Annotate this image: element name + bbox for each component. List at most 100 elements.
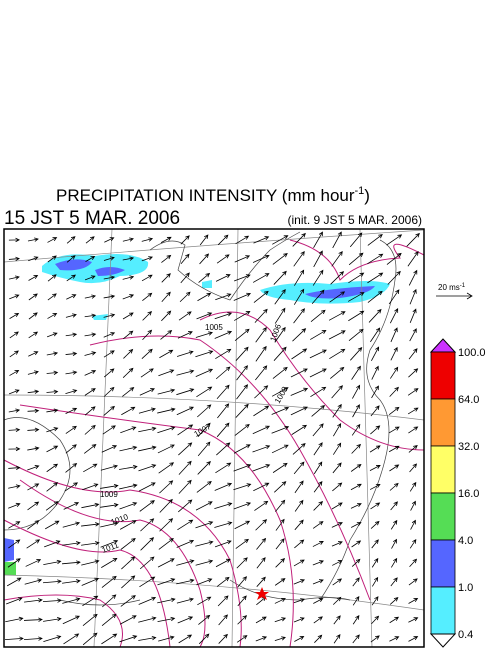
- wind-arrow: [313, 461, 323, 475]
- wind-arrow: [408, 269, 418, 286]
- wind-arrow: [178, 311, 192, 321]
- wind-arrow: [350, 483, 362, 491]
- isobar: [3, 519, 171, 648]
- wind-arrow: [197, 596, 212, 606]
- wind-arrow: [293, 598, 305, 604]
- wind-arrow: [157, 597, 176, 604]
- wind-arrow: [47, 255, 57, 263]
- coastline: [3, 231, 397, 606]
- wind-arrow: [233, 292, 252, 301]
- wind-arrow: [236, 365, 248, 381]
- wind-arrow: [195, 559, 214, 566]
- wind-arrow: [139, 388, 155, 396]
- isobar: [89, 335, 371, 601]
- wind-arrow: [215, 558, 231, 568]
- wind-arrow: [290, 368, 308, 378]
- wind-arrow: [27, 237, 39, 242]
- wind-reference-arrow: [436, 292, 473, 300]
- isobar-label: 1005: [205, 323, 223, 332]
- wind-arrow: [140, 537, 155, 551]
- wind-arrow: [103, 313, 116, 318]
- wind-arrow: [350, 463, 362, 472]
- wind-arrow: [391, 538, 397, 549]
- wind-arrow: [84, 351, 97, 356]
- wind-arrow: [290, 406, 308, 416]
- wind-arrow: [312, 579, 324, 585]
- wind-arrow: [252, 445, 271, 453]
- wind-arrow: [47, 274, 57, 282]
- wind-arrow: [347, 292, 365, 302]
- wind-arrow: [28, 275, 39, 281]
- wind-arrow: [65, 389, 78, 395]
- wind-reference-exponent: -1: [460, 283, 466, 289]
- wind-arrow: [43, 559, 62, 566]
- wind-arrow: [294, 499, 304, 512]
- wind-arrow: [309, 368, 327, 378]
- wind-arrow: [348, 310, 365, 322]
- wind-arrow: [312, 269, 324, 286]
- wind-arrow: [180, 253, 190, 264]
- wind-arrow: [332, 578, 343, 586]
- wind-arrow: [159, 518, 174, 532]
- isobar-label: 1009: [100, 490, 118, 499]
- wind-arrow: [104, 237, 115, 243]
- wind-arrow: [139, 500, 155, 512]
- colorbar-label: 4.0: [458, 535, 473, 547]
- wind-arrow: [9, 370, 20, 376]
- wind-arrow: [81, 541, 100, 546]
- wind-arrow: [348, 252, 364, 266]
- wind-arrow: [311, 404, 326, 417]
- wind-arrow: [81, 522, 100, 527]
- wind-arrow: [367, 272, 384, 284]
- wind-arrow: [28, 293, 38, 301]
- wind-arrow: [328, 311, 346, 321]
- wind-arrow: [332, 596, 342, 605]
- colorbar-label: 1.0: [458, 582, 473, 594]
- wind-arrow: [274, 307, 286, 324]
- wind-arrow: [121, 575, 136, 589]
- colorbar-label: 16.0: [458, 488, 479, 500]
- wind-arrow: [389, 386, 399, 397]
- wind-arrow: [176, 350, 194, 357]
- wind-arrow: [408, 578, 418, 586]
- wind-arrow: [215, 366, 231, 380]
- wind-arrow: [331, 385, 343, 399]
- wind-arrow: [4, 636, 24, 641]
- wind-arrow: [389, 596, 399, 605]
- wind-arrow: [350, 503, 362, 509]
- wind-arrow: [27, 446, 40, 451]
- wind-arrow: [65, 425, 77, 434]
- wind-arrow: [234, 423, 250, 436]
- wind-arrow: [254, 500, 269, 511]
- wind-arrow: [214, 540, 232, 548]
- wind-arrow: [138, 596, 157, 605]
- wind-arrow: [253, 405, 270, 417]
- wind-arrow: [255, 519, 268, 531]
- wind-arrow: [100, 503, 119, 508]
- wind-arrow: [8, 427, 21, 433]
- wind-arrow: [42, 598, 62, 603]
- wind-arrow: [65, 332, 78, 337]
- wind-arrow: [84, 370, 97, 376]
- wind-arrow: [330, 366, 345, 379]
- colorbar-segment: [430, 539, 456, 588]
- wind-arrow: [214, 312, 233, 320]
- wind-arrow: [9, 312, 20, 319]
- wind-arrow: [8, 446, 21, 452]
- wind-arrow: [330, 271, 345, 285]
- wind-arrow: [314, 634, 323, 643]
- wind-arrow: [157, 578, 176, 586]
- wind-arrow: [233, 483, 252, 491]
- wind-arrow: [369, 445, 381, 453]
- wind-arrow: [65, 444, 77, 454]
- wind-arrow: [333, 615, 341, 625]
- wind-arrow: [123, 348, 134, 359]
- wind-arrow: [313, 616, 323, 624]
- wind-arrow: [272, 253, 288, 265]
- wind-arrow: [157, 558, 175, 568]
- wind-arrow: [351, 558, 361, 567]
- wind-arrow: [159, 349, 174, 359]
- wind-arrow: [253, 482, 270, 492]
- wind-arrow: [119, 445, 138, 452]
- wind-arrow: [46, 482, 59, 492]
